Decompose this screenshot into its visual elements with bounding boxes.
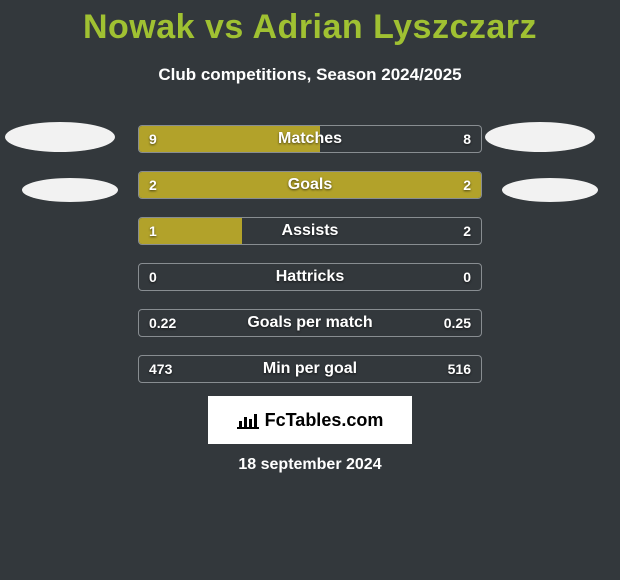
subtitle: Club competitions, Season 2024/2025 (0, 65, 620, 85)
stat-value-right: 0.25 (444, 310, 471, 336)
stat-value-right: 8 (463, 126, 471, 152)
comparison-bar-chart: 98Matches 22Goals 12Assists 0 0Hattricks 0.22… (138, 125, 482, 401)
page-title: Nowak vs Adrian Lyszczarz (0, 0, 620, 47)
stat-label: Min per goal (139, 356, 481, 382)
stat-row: 22Goals (138, 171, 482, 199)
stat-fill-left (139, 126, 320, 152)
stat-value-right: 516 (448, 356, 471, 382)
stat-label: Goals per match (139, 310, 481, 336)
stat-row: 98Matches (138, 125, 482, 153)
stat-value-left: 0 (149, 264, 157, 290)
logo-chart-icon (237, 411, 259, 429)
stat-value-right: 2 (463, 218, 471, 244)
brand-name: FcTables.com (265, 410, 384, 431)
stat-label: Hattricks (139, 264, 481, 290)
stat-value-left: 0.22 (149, 310, 176, 336)
stat-value-left: 473 (149, 356, 172, 382)
player-ellipse-left (5, 122, 115, 152)
player-ellipse-right (485, 122, 595, 152)
stat-row: 0 0Hattricks (138, 263, 482, 291)
stat-row: 473 516Min per goal (138, 355, 482, 383)
player-ellipse-left (22, 178, 118, 202)
stat-value-right: 0 (463, 264, 471, 290)
source-logo: FcTables.com (208, 396, 412, 444)
date-label: 18 september 2024 (0, 456, 620, 474)
stat-row: 12Assists (138, 217, 482, 245)
stat-row: 0.22 0.25Goals per match (138, 309, 482, 337)
player-ellipse-right (502, 178, 598, 202)
stat-fill-left (139, 218, 242, 244)
stat-fill-left (139, 172, 481, 198)
